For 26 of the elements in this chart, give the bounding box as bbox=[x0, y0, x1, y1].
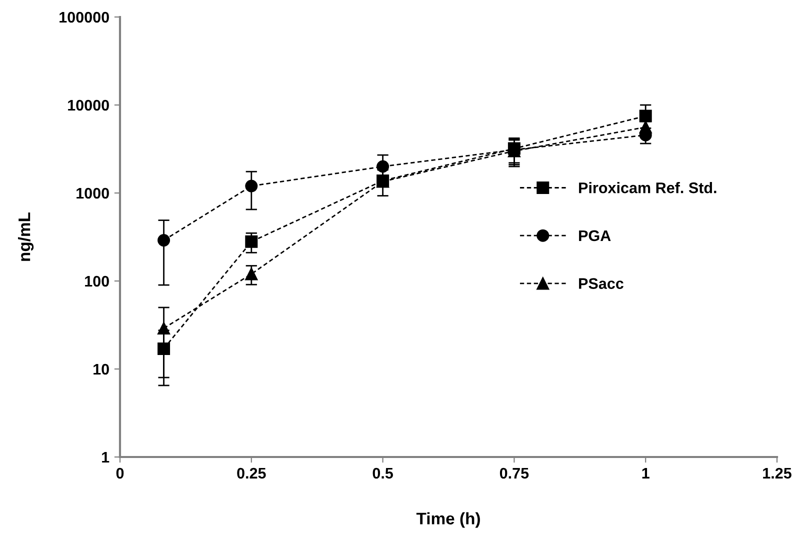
x-tick-label: 0 bbox=[116, 468, 124, 479]
x-tick-label: 0.25 bbox=[237, 468, 266, 479]
y-tick-label: 100000 bbox=[60, 12, 109, 23]
point bbox=[245, 180, 258, 192]
point bbox=[245, 235, 258, 248]
point bbox=[158, 234, 170, 247]
legend-label: PGA bbox=[579, 230, 611, 242]
x-tick-label: 1 bbox=[642, 468, 650, 478]
point bbox=[158, 342, 170, 355]
y-tick-label: 1 bbox=[102, 452, 110, 463]
legend-label: Piroxicam Ref. Std. bbox=[579, 182, 716, 194]
point bbox=[639, 110, 652, 122]
point bbox=[158, 322, 170, 335]
x-tick-label: 1.25 bbox=[763, 468, 792, 479]
legend-label: PSacc bbox=[579, 278, 624, 289]
x-axis-title: Time (h) bbox=[416, 512, 480, 528]
y-tick-label: 1000 bbox=[76, 188, 109, 199]
y-tick-label: 10000 bbox=[68, 100, 109, 111]
y-tick-label: 100 bbox=[85, 276, 109, 287]
x-tick-label: 0.5 bbox=[372, 468, 393, 479]
point bbox=[245, 268, 258, 280]
x-tick-label: 0.75 bbox=[500, 468, 529, 479]
y-tick-label: 10 bbox=[94, 364, 109, 375]
y-axis-title: ng/mL bbox=[18, 212, 34, 261]
point bbox=[376, 174, 390, 187]
point bbox=[376, 160, 390, 173]
